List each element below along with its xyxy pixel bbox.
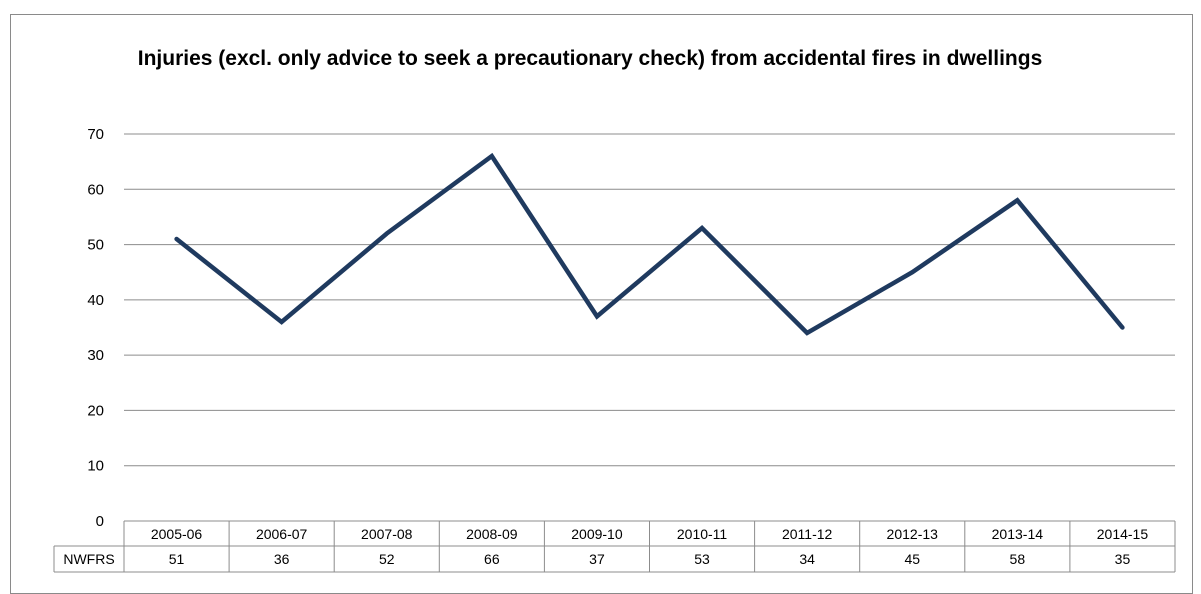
gridlines [124,134,1175,521]
x-tick-label: 2010-11 [677,526,728,542]
x-tick-label: 2007-08 [361,526,413,542]
x-tick-label: 2012-13 [887,526,939,542]
x-tick-label: 2014-15 [1097,526,1149,542]
x-tick-label: 2011-12 [782,526,833,542]
y-tick-label: 0 [96,513,104,530]
y-tick-label: 30 [87,347,104,364]
x-tick-label: 2008-09 [466,526,518,542]
data-table: 2005-06 2006-07 2007-08 2008-09 2009-10 2010-… [54,521,1175,572]
y-tick-label: 40 [87,292,104,309]
x-tick-label: 2009-10 [571,526,623,542]
data-label: 36 [274,551,290,567]
y-tick-label: 10 [87,458,104,475]
data-label: 51 [169,551,185,567]
data-label: 58 [1010,551,1026,567]
y-tick-label: 50 [87,237,104,254]
data-label: 45 [904,551,920,567]
table-series-key: NWFRS [63,551,114,567]
y-tick-label: 20 [87,402,104,419]
x-tick-label: 2005-06 [151,526,203,542]
data-label: 52 [379,551,395,567]
x-tick-label: 2006-07 [256,526,308,542]
data-label: 34 [799,551,815,567]
data-label: 53 [694,551,710,567]
data-label: 37 [589,551,605,567]
data-label: 35 [1115,551,1131,567]
y-axis-ticks: 0 10 20 30 40 50 60 70 [87,126,104,530]
data-label: 66 [484,551,500,567]
y-tick-label: 60 [87,181,104,198]
x-tick-label: 2013-14 [992,526,1044,542]
y-tick-label: 70 [87,126,104,143]
